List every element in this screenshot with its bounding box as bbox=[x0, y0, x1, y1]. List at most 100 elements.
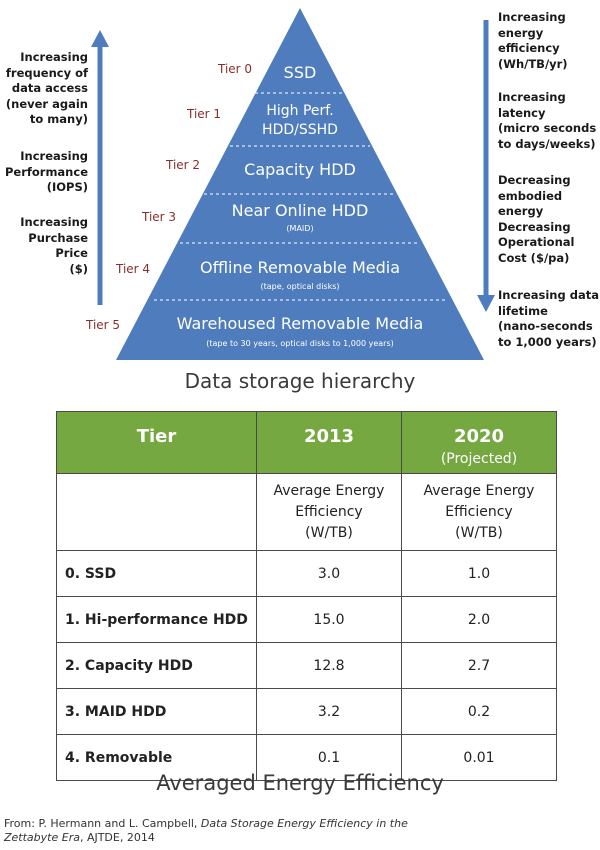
pyramid-caption: Data storage hierarchy bbox=[184, 369, 416, 393]
note-line: to 1,000 years) bbox=[498, 334, 597, 349]
note-line: Decreasing bbox=[498, 219, 571, 234]
note-line: (Wh/TB/yr) bbox=[498, 56, 568, 71]
row-value-2020: 2.0 bbox=[401, 596, 557, 643]
note-line: efficiency bbox=[498, 41, 560, 55]
row-value-2013: 0.1 bbox=[256, 734, 402, 781]
tier-1-line: HDD/SSHD bbox=[262, 122, 338, 138]
row-tier: 0. SSD bbox=[56, 550, 257, 597]
note-line: Operational bbox=[498, 235, 575, 249]
note-line: ($) bbox=[69, 261, 88, 276]
tier-0-name: SSD bbox=[283, 63, 317, 82]
efficiency-table: Tier 2013 2020 (Projected) Average Energ… bbox=[56, 411, 557, 781]
right-note-energy-efficiency: Increasing energy efficiency (Wh/TB/yr) bbox=[498, 10, 600, 72]
tier-label-1: Tier 1 bbox=[187, 107, 222, 121]
table-row: 2. Capacity HDD 12.8 2.7 bbox=[56, 642, 557, 689]
left-note-price: Increasing Purchase Price ($) bbox=[2, 215, 88, 277]
up-arrow-icon bbox=[91, 30, 109, 47]
tier-3-sub: (MAID) bbox=[286, 224, 314, 233]
header-2013: 2013 bbox=[256, 411, 402, 474]
unit-line: Average Energy bbox=[423, 482, 535, 499]
table-unit-row: Average Energy Efficiency (W/TB) Average… bbox=[56, 473, 557, 551]
tier-2-name: Capacity HDD bbox=[244, 160, 356, 179]
row-value-2013: 3.2 bbox=[256, 688, 402, 735]
table-caption: Averaged Energy Efficiency bbox=[156, 771, 444, 795]
note-line: to days/weeks) bbox=[498, 136, 596, 151]
tier-label-2: Tier 2 bbox=[166, 158, 201, 172]
note-line: Increasing bbox=[20, 50, 88, 64]
unit-line: (W/TB) bbox=[455, 524, 503, 541]
note-line: Purchase Price bbox=[28, 230, 88, 261]
note-line: Increasing data bbox=[498, 288, 599, 302]
note-line: to many) bbox=[29, 112, 88, 126]
note-line: Increasing bbox=[20, 149, 88, 163]
unit-2013: Average Energy Efficiency (W/TB) bbox=[256, 473, 402, 551]
row-value-2020: 0.01 bbox=[401, 734, 557, 781]
row-tier: 2. Capacity HDD bbox=[56, 642, 257, 689]
left-note-performance: Increasing Performance (IOPS) bbox=[2, 149, 88, 196]
row-value-2013: 15.0 bbox=[256, 596, 402, 643]
tier-1-name: High Perf. HDD/SSHD bbox=[100, 102, 500, 140]
citation: From: P. Hermann and L. Campbell, Data S… bbox=[4, 817, 424, 845]
table-row: 1. Hi-performance HDD 15.0 2.0 bbox=[56, 596, 557, 643]
note-line: Increasing bbox=[498, 10, 566, 24]
row-tier: 4. Removable bbox=[56, 734, 257, 781]
note-line: (never again bbox=[5, 96, 88, 111]
table-header-row: Tier 2013 2020 (Projected) bbox=[56, 411, 557, 474]
header-2020-year: 2020 bbox=[453, 426, 505, 447]
row-value-2013: 12.8 bbox=[256, 642, 402, 689]
unit-2020: Average Energy Efficiency (W/TB) bbox=[401, 473, 557, 551]
tier-label-0: Tier 0 bbox=[218, 62, 253, 76]
tier-dividers bbox=[154, 92, 446, 301]
header-2020-note: (Projected) bbox=[440, 451, 518, 467]
note-line: (nano-seconds bbox=[498, 319, 593, 333]
table-row: 3. MAID HDD 3.2 0.2 bbox=[56, 688, 557, 735]
right-note-latency: Increasing latency (micro seconds to day… bbox=[498, 90, 600, 152]
citation-title: Data Storage Energy Efficiency in the Ze… bbox=[4, 817, 408, 844]
header-tier: Tier bbox=[56, 411, 257, 474]
unit-line: Average Energy bbox=[273, 482, 385, 499]
tier-1-line: High Perf. bbox=[266, 103, 334, 119]
storage-pyramid bbox=[91, 8, 495, 360]
note-line: (IOPS) bbox=[46, 180, 88, 194]
row-value-2020: 1.0 bbox=[401, 550, 557, 597]
row-value-2020: 0.2 bbox=[401, 688, 557, 735]
tier-3-name: Near Online HDD bbox=[231, 201, 369, 220]
tier-label-5: Tier 5 bbox=[86, 318, 121, 332]
row-tier: 3. MAID HDD bbox=[56, 688, 257, 735]
tier-label-3: Tier 3 bbox=[142, 210, 177, 224]
note-line: (micro seconds bbox=[498, 121, 597, 135]
note-line: energy bbox=[498, 25, 544, 40]
left-note-access-frequency: Increasing frequency of data access (nev… bbox=[2, 50, 88, 128]
right-note-lifetime: Increasing data lifetime (nano-seconds t… bbox=[498, 288, 600, 350]
down-arrow-icon bbox=[477, 295, 495, 312]
note-line: Increasing bbox=[20, 215, 88, 229]
unit-empty-cell bbox=[56, 473, 257, 551]
note-line: embodied bbox=[498, 188, 563, 203]
tier-label-4: Tier 4 bbox=[116, 262, 151, 276]
note-line: frequency of bbox=[5, 65, 88, 80]
tier-5-sub: (tape to 30 years, optical disks to 1,00… bbox=[206, 339, 394, 348]
citation-suffix: , AJTDE, 2014 bbox=[79, 831, 155, 844]
right-note-embodied-energy: Decreasing embodied energy Decreasing Op… bbox=[498, 173, 600, 266]
row-value-2013: 3.0 bbox=[256, 550, 402, 597]
tier-4-sub: (tape, optical disks) bbox=[260, 282, 340, 291]
note-line: latency bbox=[498, 105, 546, 120]
unit-line: Efficiency bbox=[295, 503, 363, 520]
tier-5-name: Warehoused Removable Media bbox=[176, 314, 424, 333]
unit-line: Efficiency bbox=[445, 503, 513, 520]
row-tier: 1. Hi-performance HDD bbox=[56, 596, 257, 643]
table-row: 4. Removable 0.1 0.01 bbox=[56, 734, 557, 781]
row-value-2020: 2.7 bbox=[401, 642, 557, 689]
note-line: Cost ($/pa) bbox=[498, 250, 570, 265]
note-line: Decreasing bbox=[498, 173, 571, 187]
unit-line: (W/TB) bbox=[305, 524, 353, 541]
note-line: Increasing bbox=[498, 90, 566, 104]
pyramid-shape bbox=[116, 8, 484, 360]
note-line: energy bbox=[498, 204, 544, 218]
header-2020: 2020 (Projected) bbox=[401, 411, 557, 474]
citation-prefix: From: P. Hermann and L. Campbell, bbox=[4, 817, 201, 830]
table-row: 0. SSD 3.0 1.0 bbox=[56, 550, 557, 597]
note-line: lifetime bbox=[498, 303, 548, 318]
note-line: Performance bbox=[4, 164, 88, 179]
note-line: data access bbox=[11, 81, 88, 95]
